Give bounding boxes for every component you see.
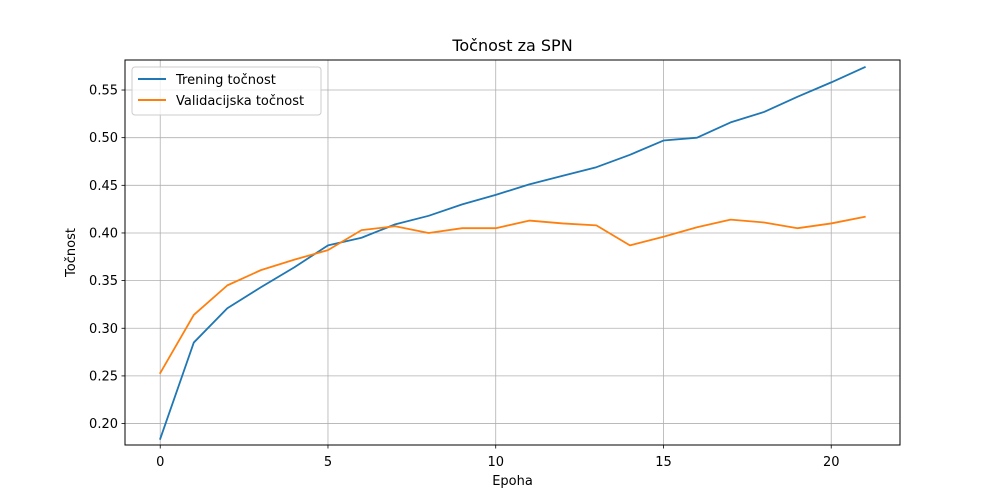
legend-label-validacija: Validacijska točnost (176, 94, 304, 109)
y-tick-label: 0.50 (89, 131, 118, 146)
y-tick-label: 0.55 (89, 84, 118, 99)
legend-label-trening: Trening točnost (175, 73, 276, 88)
grid (125, 60, 900, 445)
x-tick-label: 20 (823, 455, 840, 470)
x-tick-label: 10 (487, 455, 504, 470)
y-tick-label: 0.30 (89, 322, 118, 337)
x-tick-label: 0 (156, 455, 164, 470)
chart-title: Točnost za SPN (451, 36, 572, 55)
axis-ticks: 0 5 10 15 20 0.20 0.25 0.30 0.35 0.40 0.45 0.50 0.55 (89, 84, 839, 470)
series-lines (159, 65, 866, 440)
plot-area-frame (124, 59, 901, 446)
x-tick-label: 5 (324, 455, 332, 470)
y-tick-label: 0.40 (89, 226, 118, 241)
y-axis-label: Točnost (64, 228, 79, 278)
legend-box (131, 66, 322, 116)
y-tick-label: 0.35 (89, 274, 118, 289)
y-tick-label: 0.20 (89, 417, 118, 432)
legend: Trening točnost Validacijska točnost (131, 66, 322, 116)
y-tick-label: 0.25 (89, 369, 118, 384)
series-line-trening (159, 65, 866, 440)
series-line-validacija (159, 215, 866, 375)
x-tick-label: 15 (655, 455, 672, 470)
x-axis-label: Epoha (492, 474, 533, 489)
y-tick-label: 0.45 (89, 179, 118, 194)
